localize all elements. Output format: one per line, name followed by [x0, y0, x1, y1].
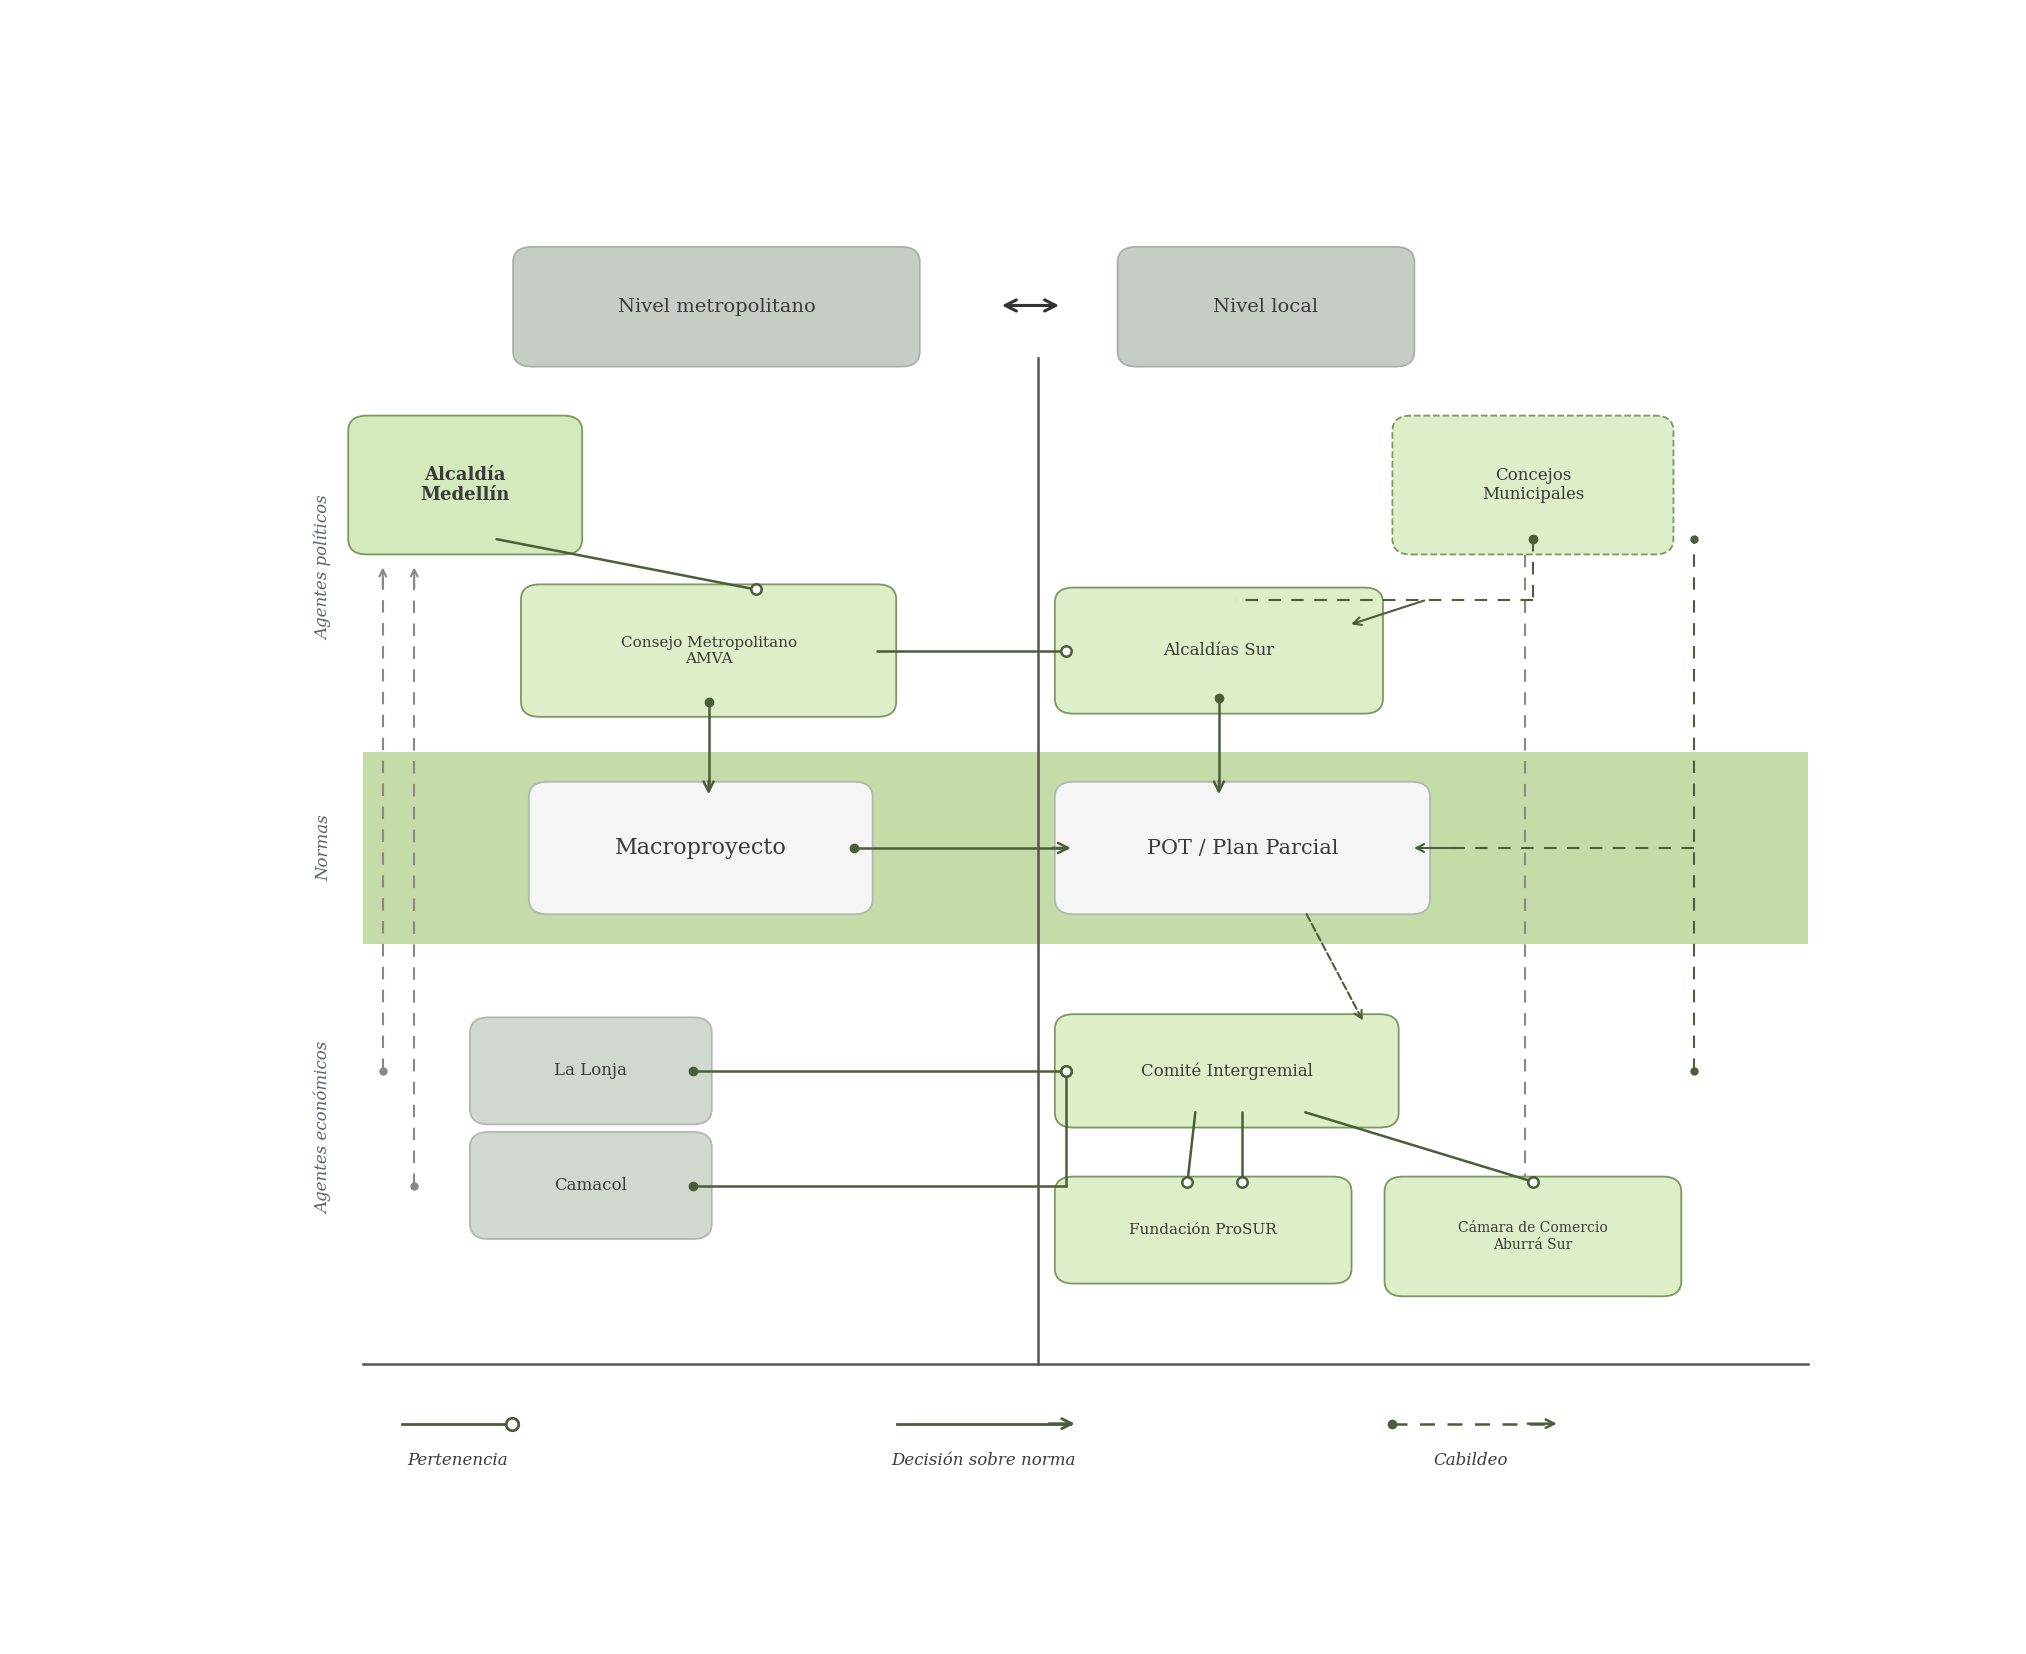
Text: POT / Plan Parcial: POT / Plan Parcial	[1147, 839, 1339, 857]
Text: Fundación ProSUR: Fundación ProSUR	[1128, 1222, 1276, 1237]
FancyBboxPatch shape	[363, 753, 1807, 943]
Text: Decisión sobre norma: Decisión sobre norma	[891, 1452, 1076, 1469]
FancyBboxPatch shape	[513, 246, 920, 367]
FancyBboxPatch shape	[1056, 1176, 1351, 1284]
FancyBboxPatch shape	[1056, 782, 1430, 915]
FancyBboxPatch shape	[1118, 246, 1414, 367]
Text: Normas: Normas	[316, 815, 332, 882]
Text: Agentes económicos: Agentes económicos	[316, 1042, 332, 1214]
Text: Nivel local: Nivel local	[1214, 298, 1319, 316]
Text: Alcaldía
Medellín: Alcaldía Medellín	[421, 466, 511, 504]
FancyBboxPatch shape	[470, 1017, 711, 1125]
Text: Cabildeo: Cabildeo	[1432, 1452, 1507, 1469]
Text: Cámara de Comercio
Aburrá Sur: Cámara de Comercio Aburrá Sur	[1459, 1221, 1609, 1252]
Text: Comité Intergremial: Comité Intergremial	[1141, 1062, 1313, 1080]
Text: Macroproyecto: Macroproyecto	[614, 837, 786, 858]
Text: La Lonja: La Lonja	[555, 1062, 628, 1080]
FancyBboxPatch shape	[348, 415, 581, 554]
FancyBboxPatch shape	[521, 584, 895, 716]
Text: Alcaldías Sur: Alcaldías Sur	[1163, 642, 1274, 658]
Text: Concejos
Municipales: Concejos Municipales	[1481, 466, 1584, 503]
FancyBboxPatch shape	[529, 782, 873, 915]
Text: Consejo Metropolitano
AMVA: Consejo Metropolitano AMVA	[620, 635, 796, 665]
Text: Pertenencia: Pertenencia	[407, 1452, 509, 1469]
FancyBboxPatch shape	[1384, 1176, 1682, 1297]
FancyBboxPatch shape	[470, 1131, 711, 1239]
Text: Agentes políticos: Agentes políticos	[316, 496, 332, 640]
FancyBboxPatch shape	[1392, 415, 1673, 554]
FancyBboxPatch shape	[1056, 587, 1384, 713]
Text: Camacol: Camacol	[555, 1178, 628, 1194]
FancyBboxPatch shape	[1056, 1014, 1398, 1128]
Text: Nivel metropolitano: Nivel metropolitano	[618, 298, 814, 316]
